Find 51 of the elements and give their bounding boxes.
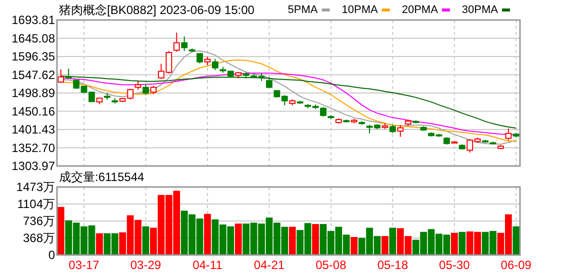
bar <box>234 224 242 256</box>
x-tick-label: 05-08 <box>316 258 347 272</box>
y-tick-label: 1596.35 <box>12 50 56 64</box>
candlestick <box>212 58 218 71</box>
y-tick-label: 1645.08 <box>12 31 56 46</box>
chart-title: 成交量:6115544 <box>59 170 144 184</box>
bar <box>204 214 211 256</box>
y-tick-label: 368万 <box>22 231 55 246</box>
x-tick-label: 04-21 <box>254 258 285 272</box>
y-tick-label: 736万 <box>22 214 55 228</box>
x-tick-label: 06-09 <box>500 258 532 272</box>
bar <box>142 226 150 256</box>
x-tick-label: 03-17 <box>68 258 100 272</box>
y-tick-label: 1498.89 <box>12 86 56 100</box>
legend-label: 10PMA <box>342 4 378 16</box>
y-tick-label: 1693.81 <box>12 13 56 27</box>
bar <box>96 233 103 256</box>
candlestick <box>173 32 180 52</box>
y-tick-label: 1450.16 <box>12 104 56 118</box>
candlestick <box>65 68 72 79</box>
x-tick-label: 05-30 <box>439 258 470 272</box>
x-tick-label: 03-29 <box>130 258 162 272</box>
candlestick <box>196 52 203 64</box>
y-tick-label: 1401.43 <box>12 122 56 136</box>
legend-label: 5PMA <box>288 4 318 16</box>
y-tick-label: 1473万 <box>16 180 55 194</box>
bar <box>288 226 296 256</box>
chart-title: 猪肉概念[BK0882] 2023-06-09 15:00 <box>59 3 255 17</box>
bar <box>350 236 358 256</box>
y-tick-label: 1303.97 <box>12 159 56 173</box>
candlestick <box>397 124 404 138</box>
bar <box>450 232 458 256</box>
bar <box>57 206 64 256</box>
bar <box>382 236 388 256</box>
y-tick-label: 0 <box>48 248 56 262</box>
x-tick-label: 05-18 <box>377 258 408 272</box>
candlestick <box>142 83 149 96</box>
y-tick-label: 1352.70 <box>12 140 56 155</box>
bar <box>512 226 520 256</box>
legend-label: 30PMA <box>462 4 499 16</box>
candlestick <box>181 36 188 52</box>
bar <box>389 228 396 256</box>
bar <box>312 224 319 256</box>
x-tick-label: 04-11 <box>192 258 223 272</box>
y-tick-label: 1547.62 <box>12 68 56 82</box>
candlestick <box>505 128 512 141</box>
candlestick <box>320 106 326 118</box>
y-tick-label: 1104万 <box>17 197 55 212</box>
legend-label: 20PMA <box>402 4 439 16</box>
bar <box>458 232 466 256</box>
candlestick <box>58 68 64 84</box>
